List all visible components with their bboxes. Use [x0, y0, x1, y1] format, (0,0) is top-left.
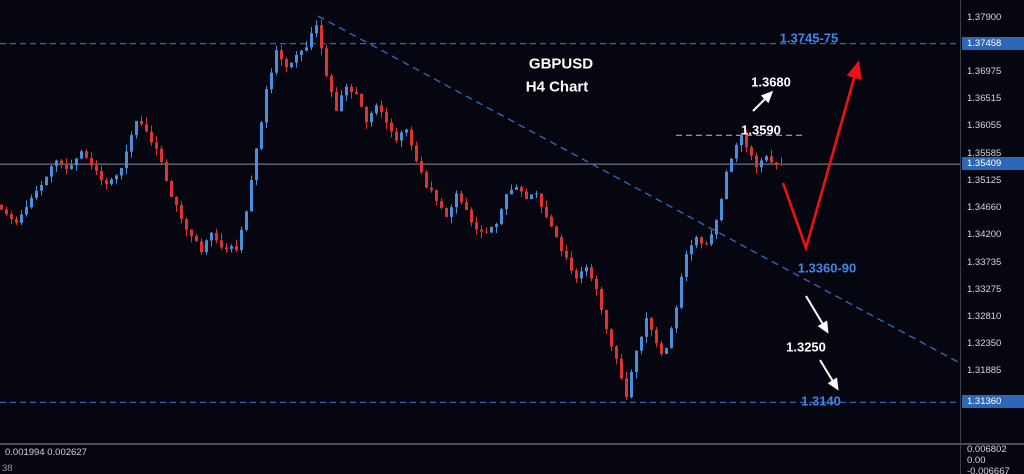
price-axis-tick: 1.35585	[967, 148, 1002, 159]
price-axis-tick: 1.32810	[967, 311, 1002, 322]
price-axis[interactable]: 1.37900 1.36975 1.36515 1.36055 1.35585 1.351…	[960, 0, 1024, 443]
price-axis-marker: 1.35409	[962, 157, 1024, 170]
candlestick-chart-svg[interactable]	[0, 0, 960, 443]
oscillator-axis[interactable]: 0.006802 0.00 -0.006667	[960, 445, 1024, 474]
oscillator-axis-tick: -0.006667	[967, 466, 1010, 474]
price-axis-tick: 1.34200	[967, 229, 1002, 240]
price-axis-tick: 1.34660	[967, 202, 1002, 213]
oscillator-axis-tick: 0.006802	[967, 444, 1007, 455]
oscillator-panel[interactable]	[0, 445, 960, 474]
oscillator-values: 0.001994 0.002627	[5, 447, 87, 458]
price-axis-tick: 1.33275	[967, 284, 1002, 295]
price-chart-area[interactable]: 1.3745-75 GBPUSD H4 Chart 1.3680 1.3590 1.336…	[0, 0, 960, 443]
price-axis-marker: 1.37458	[962, 37, 1024, 50]
price-axis-tick: 1.31885	[967, 365, 1002, 376]
price-axis-tick: 1.37900	[967, 12, 1002, 23]
price-axis-tick: 1.36515	[967, 93, 1002, 104]
oscillator-axis-tick: 0.00	[967, 455, 986, 466]
price-axis-tick: 1.32350	[967, 338, 1002, 349]
price-axis-tick: 1.36055	[967, 120, 1002, 131]
price-axis-marker: 1.31360	[962, 395, 1024, 408]
price-axis-tick: 1.35125	[967, 175, 1002, 186]
price-axis-tick: 1.33735	[967, 257, 1002, 268]
partial-corner-text: 38	[2, 463, 13, 474]
panel-divider[interactable]	[0, 443, 1024, 445]
price-axis-tick: 1.36975	[967, 66, 1002, 77]
